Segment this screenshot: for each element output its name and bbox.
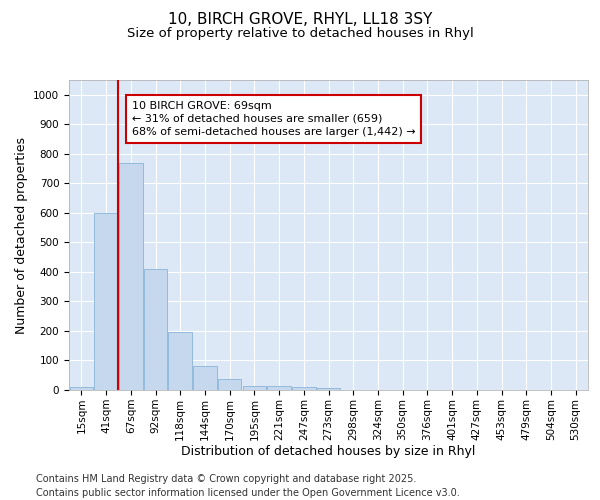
X-axis label: Distribution of detached houses by size in Rhyl: Distribution of detached houses by size … [181, 446, 476, 458]
Bar [193, 366, 217, 390]
Bar [218, 379, 241, 390]
Bar [292, 387, 316, 390]
Bar [169, 332, 192, 390]
Bar [94, 213, 118, 390]
Y-axis label: Number of detached properties: Number of detached properties [14, 136, 28, 334]
Text: 10, BIRCH GROVE, RHYL, LL18 3SY: 10, BIRCH GROVE, RHYL, LL18 3SY [168, 12, 432, 28]
Bar [119, 162, 143, 390]
Text: Contains HM Land Registry data © Crown copyright and database right 2025.
Contai: Contains HM Land Registry data © Crown c… [36, 474, 460, 498]
Bar [70, 387, 93, 390]
Bar [268, 386, 291, 390]
Text: Size of property relative to detached houses in Rhyl: Size of property relative to detached ho… [127, 28, 473, 40]
Bar [317, 388, 340, 390]
Bar [242, 386, 266, 390]
Text: 10 BIRCH GROVE: 69sqm
← 31% of detached houses are smaller (659)
68% of semi-det: 10 BIRCH GROVE: 69sqm ← 31% of detached … [132, 100, 416, 137]
Bar [144, 269, 167, 390]
